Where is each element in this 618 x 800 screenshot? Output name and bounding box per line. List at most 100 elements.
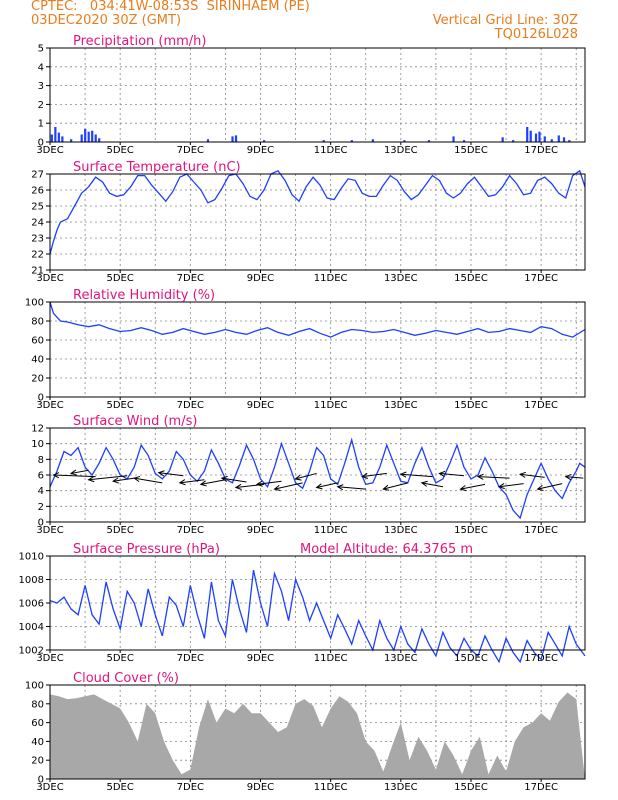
precip-bar xyxy=(501,137,504,142)
x-tick-label: 9DEC xyxy=(247,653,274,664)
precip-bar xyxy=(452,136,455,142)
x-tick-label: 5DEC xyxy=(106,145,133,156)
wind-arrow xyxy=(460,483,486,490)
x-tick-label: 17DEC xyxy=(524,145,558,156)
precip-bar xyxy=(512,140,515,142)
panel-wind: 0 2 4 6 8 10 12 3DEC 5DEC 7DEC 9DEC 11DEC 13DEC 15DEC… xyxy=(31,414,586,536)
wind-arrow xyxy=(537,483,563,490)
x-tick-label: 3DEC xyxy=(36,525,63,536)
y-tick-label: 6 xyxy=(38,471,44,482)
x-tick-label: 5DEC xyxy=(106,400,133,411)
x-tick-label: 17DEC xyxy=(524,400,558,411)
wind-arrow xyxy=(498,483,524,488)
wind-arrow xyxy=(520,473,545,478)
x-tick-label: 11DEC xyxy=(314,653,348,664)
x-tick-label: 7DEC xyxy=(177,653,204,664)
panel-cloud: 0 20 40 60 80 100 3DEC 5DEC 7DEC 9DEC 11DEC 13DEC 15… xyxy=(25,671,586,793)
wind-arrow xyxy=(179,479,205,484)
x-tick-label: 11DEC xyxy=(314,145,348,156)
x-tick-label: 13DEC xyxy=(384,145,418,156)
precip-bar xyxy=(557,135,560,142)
x-tick-label: 3DEC xyxy=(36,273,63,284)
cloud-area xyxy=(50,692,585,779)
precip-bar xyxy=(538,131,541,142)
wind-arrow xyxy=(316,482,338,489)
x-tick-label: 7DEC xyxy=(177,400,204,411)
wind-arrow-head xyxy=(294,474,302,481)
precip-bar xyxy=(350,140,353,142)
x-tick-label: 7DEC xyxy=(177,273,204,284)
x-tick-label: 3DEC xyxy=(36,653,63,664)
wind-arrow-head xyxy=(87,476,95,483)
wind-arrow-head xyxy=(438,470,446,477)
panel-subtitle: Model Altitude: 64.3765 m xyxy=(300,542,473,557)
precip-bar xyxy=(529,130,532,142)
x-tick-label: 3DEC xyxy=(36,145,63,156)
y-tick-label: 1010 xyxy=(19,552,44,563)
wind-arrow-head xyxy=(112,477,120,484)
y-tick-label: 1 xyxy=(38,119,44,130)
plot-frame xyxy=(49,47,586,143)
wind-arrow-head xyxy=(199,480,207,487)
header-line1-right: Vertical Grid Line: 30Z xyxy=(432,13,578,28)
precip-bar xyxy=(568,140,571,142)
wind-arrow-head xyxy=(52,472,60,479)
x-tick-label: 13DEC xyxy=(384,525,418,536)
panel-title: Relative Humidity (%) xyxy=(73,288,215,303)
precip-bar xyxy=(80,134,83,142)
wind-arrow-head xyxy=(399,471,407,478)
panel-temp: 21 22 23 24 25 26 27 3DEC 5DEC 7DEC 9DEC 11DEC 13DEC… xyxy=(31,160,586,284)
x-tick-label: 11DEC xyxy=(314,782,348,793)
x-tick-label: 13DEC xyxy=(384,782,418,793)
wind-arrow xyxy=(400,473,433,478)
x-tick-label: 9DEC xyxy=(247,273,274,284)
wind-arrow xyxy=(565,476,584,479)
precip-bar xyxy=(427,140,431,142)
wind-arrow-head xyxy=(497,483,505,490)
y-tick-label: 40 xyxy=(31,355,44,366)
y-tick-label: 1002 xyxy=(19,646,44,657)
precip-bar xyxy=(54,126,57,142)
y-tick-label: 4 xyxy=(38,62,44,73)
wind-arrow-head xyxy=(420,480,428,487)
precip-bar xyxy=(57,132,60,142)
wind-arrow-head xyxy=(564,473,572,481)
wind-arrow xyxy=(274,482,303,490)
y-tick-label: 12 xyxy=(31,424,44,435)
y-tick-label: 40 xyxy=(31,737,44,748)
wind-arrow-head xyxy=(536,484,544,491)
y-tick-label: 0 xyxy=(38,393,44,404)
precip-bar xyxy=(234,135,238,142)
y-tick-label: 1008 xyxy=(19,575,44,586)
y-tick-label: 22 xyxy=(31,250,44,261)
x-tick-label: 5DEC xyxy=(106,525,133,536)
wind-arrow-head xyxy=(459,485,467,492)
y-tick-label: 0 xyxy=(38,775,44,786)
wind-arrow xyxy=(295,472,317,480)
x-tick-label: 17DEC xyxy=(524,653,558,664)
y-tick-label: 2 xyxy=(38,502,44,513)
wind-arrow-head xyxy=(220,475,228,482)
panel-title: Surface Temperature (nC) xyxy=(73,160,241,175)
y-tick-label: 8 xyxy=(38,455,44,466)
precip-bar xyxy=(87,131,90,142)
x-tick-label: 9DEC xyxy=(247,145,274,156)
plot-frame xyxy=(49,684,586,780)
y-tick-label: 3 xyxy=(38,81,44,92)
x-tick-label: 13DEC xyxy=(384,653,418,664)
precip-bar xyxy=(91,130,94,142)
x-tick-label: 3DEC xyxy=(36,782,63,793)
y-tick-label: 25 xyxy=(31,202,44,213)
x-tick-label: 7DEC xyxy=(177,525,204,536)
wind-arrow-head xyxy=(518,471,526,478)
x-tick-label: 9DEC xyxy=(247,782,274,793)
precip-bar xyxy=(403,140,406,142)
precip-bar xyxy=(70,139,73,142)
precip-bar xyxy=(94,134,97,142)
y-tick-label: 23 xyxy=(31,234,44,245)
wind-arrow-head xyxy=(133,475,141,483)
x-tick-label: 15DEC xyxy=(454,145,488,156)
panel-title: Surface Pressure (hPa) xyxy=(73,542,220,557)
y-tick-label: 2 xyxy=(38,100,44,111)
x-tick-label: 9DEC xyxy=(247,400,274,411)
